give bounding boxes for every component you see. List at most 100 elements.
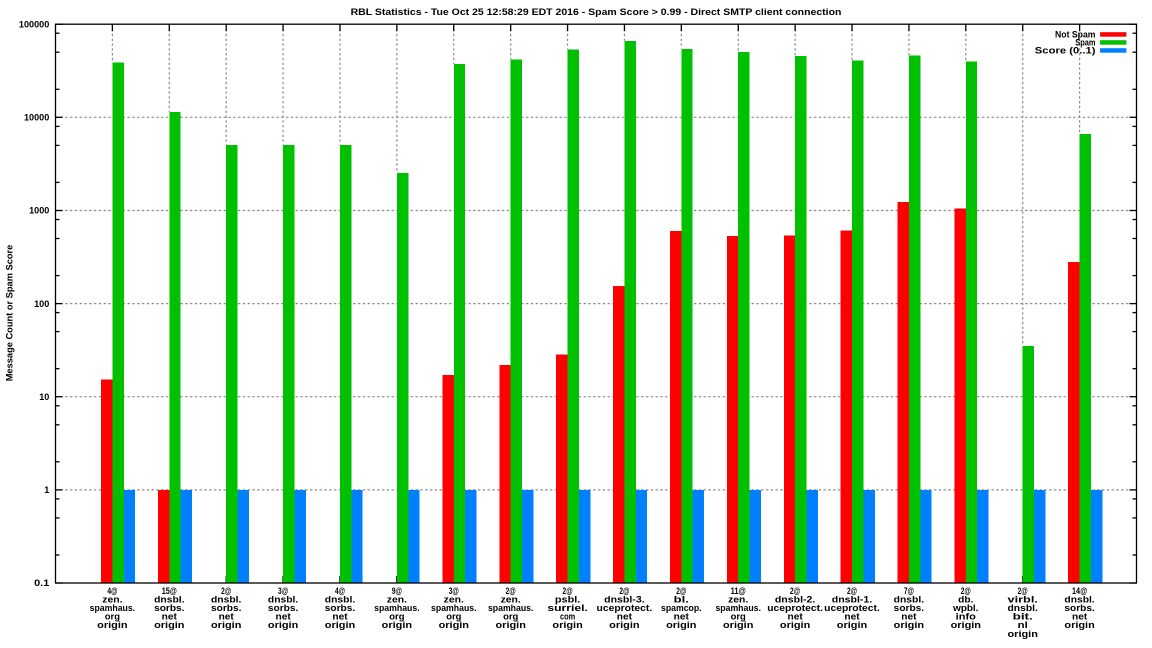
- svg-text:uceprotect.: uceprotect.: [597, 603, 653, 614]
- svg-text:2@: 2@: [1018, 586, 1028, 597]
- svg-text:psbl.: psbl.: [555, 594, 580, 605]
- svg-text:Message Count or Spam Score: Message Count or Spam Score: [5, 245, 16, 382]
- svg-text:7@: 7@: [904, 586, 914, 597]
- svg-text:100000: 100000: [19, 19, 49, 30]
- svg-text:origin: origin: [1008, 629, 1039, 640]
- svg-text:sorbs.: sorbs.: [894, 603, 924, 614]
- svg-text:com: com: [560, 612, 575, 623]
- svg-text:zen.: zen.: [728, 594, 748, 605]
- svg-text:origin: origin: [439, 620, 470, 631]
- svg-text:dnsbl-3.: dnsbl-3.: [604, 594, 645, 605]
- svg-text:9@: 9@: [392, 586, 402, 597]
- svg-text:virbl.: virbl.: [1008, 594, 1038, 605]
- svg-text:db.: db.: [958, 594, 973, 605]
- svg-text:net: net: [332, 612, 348, 623]
- svg-text:dnsbl.: dnsbl.: [154, 594, 184, 605]
- svg-text:org: org: [105, 612, 120, 623]
- svg-text:net: net: [674, 612, 690, 623]
- svg-text:bl.: bl.: [674, 594, 689, 605]
- svg-text:net: net: [844, 612, 860, 623]
- svg-text:spamhaus.: spamhaus.: [90, 603, 136, 614]
- svg-text:dnsbl-1.: dnsbl-1.: [832, 594, 873, 605]
- svg-text:origin: origin: [268, 620, 299, 631]
- svg-text:10: 10: [39, 392, 49, 403]
- svg-text:10000: 10000: [24, 113, 49, 124]
- svg-text:net: net: [617, 612, 633, 623]
- svg-text:2@: 2@: [847, 586, 857, 597]
- svg-text:bit.: bit.: [1013, 612, 1033, 623]
- svg-text:zen.: zen.: [444, 594, 464, 605]
- svg-text:net: net: [162, 612, 178, 623]
- svg-text:14@: 14@: [1072, 586, 1087, 597]
- svg-text:4@: 4@: [335, 586, 345, 597]
- svg-text:net: net: [1072, 612, 1088, 623]
- svg-text:zen.: zen.: [102, 594, 122, 605]
- svg-text:net: net: [788, 612, 804, 623]
- svg-text:sorbs.: sorbs.: [325, 603, 355, 614]
- svg-text:origin: origin: [951, 620, 982, 631]
- svg-text:uceprotect.: uceprotect.: [824, 603, 880, 614]
- svg-text:2@: 2@: [961, 586, 971, 597]
- svg-text:sorbs.: sorbs.: [154, 603, 184, 614]
- svg-text:11@: 11@: [731, 586, 746, 597]
- svg-text:4@: 4@: [107, 586, 117, 597]
- svg-text:2@: 2@: [619, 586, 629, 597]
- svg-text:wpbl.: wpbl.: [952, 603, 978, 614]
- svg-text:origin: origin: [666, 620, 697, 631]
- svg-text:origin: origin: [97, 620, 128, 631]
- svg-text:origin: origin: [894, 620, 925, 631]
- svg-text:spamhaus.: spamhaus.: [374, 603, 420, 614]
- svg-text:2@: 2@: [676, 586, 686, 597]
- svg-text:org: org: [503, 612, 518, 623]
- svg-text:surriel.: surriel.: [547, 603, 588, 614]
- svg-text:0.1: 0.1: [34, 578, 50, 589]
- svg-text:sorbs.: sorbs.: [268, 603, 298, 614]
- svg-text:1000: 1000: [29, 206, 49, 217]
- svg-text:2@: 2@: [221, 586, 231, 597]
- svg-text:3@: 3@: [278, 586, 288, 597]
- svg-text:org: org: [731, 612, 746, 623]
- svg-text:dnsbl.: dnsbl.: [211, 594, 241, 605]
- svg-text:Not Spam: Not Spam: [1055, 30, 1096, 41]
- svg-text:15@: 15@: [162, 586, 177, 597]
- svg-text:RBL Statistics - Tue Oct 25 12: RBL Statistics - Tue Oct 25 12:58:29 EDT…: [351, 7, 842, 18]
- svg-text:info: info: [956, 612, 976, 623]
- svg-text:net: net: [276, 612, 292, 623]
- svg-text:3@: 3@: [449, 586, 459, 597]
- svg-text:origin: origin: [609, 620, 640, 631]
- svg-text:zen.: zen.: [501, 594, 521, 605]
- svg-text:sorbs.: sorbs.: [211, 603, 241, 614]
- svg-text:sorbs.: sorbs.: [1064, 603, 1094, 614]
- svg-text:nl: nl: [1018, 620, 1028, 631]
- svg-text:Spam: Spam: [1075, 38, 1095, 49]
- svg-text:origin: origin: [723, 620, 754, 631]
- svg-text:spamhaus.: spamhaus.: [431, 603, 477, 614]
- svg-text:origin: origin: [154, 620, 185, 631]
- svg-text:org: org: [446, 612, 461, 623]
- svg-text:dnsbl.: dnsbl.: [1064, 594, 1094, 605]
- svg-text:origin: origin: [780, 620, 811, 631]
- svg-text:spamcop.: spamcop.: [661, 603, 702, 614]
- svg-text:spamhaus.: spamhaus.: [488, 603, 534, 614]
- svg-text:origin: origin: [211, 620, 242, 631]
- svg-text:origin: origin: [382, 620, 413, 631]
- svg-text:origin: origin: [325, 620, 356, 631]
- svg-text:dnsbl.: dnsbl.: [325, 594, 355, 605]
- svg-text:net: net: [219, 612, 235, 623]
- svg-text:zen.: zen.: [387, 594, 407, 605]
- svg-text:origin: origin: [496, 620, 527, 631]
- svg-text:Score (0..1): Score (0..1): [1035, 46, 1096, 57]
- svg-text:dnsbl.: dnsbl.: [894, 594, 924, 605]
- svg-text:spamhaus.: spamhaus.: [715, 603, 761, 614]
- svg-text:org: org: [389, 612, 404, 623]
- svg-text:dnsbl.: dnsbl.: [1008, 603, 1038, 614]
- svg-text:uceprotect.: uceprotect.: [767, 603, 823, 614]
- svg-text:dnsbl-2.: dnsbl-2.: [775, 594, 816, 605]
- svg-text:2@: 2@: [563, 586, 573, 597]
- svg-text:2@: 2@: [790, 586, 800, 597]
- svg-text:origin: origin: [552, 620, 583, 631]
- svg-text:dnsbl.: dnsbl.: [268, 594, 298, 605]
- svg-text:net: net: [901, 612, 917, 623]
- svg-text:2@: 2@: [506, 586, 516, 597]
- svg-text:1: 1: [44, 485, 50, 496]
